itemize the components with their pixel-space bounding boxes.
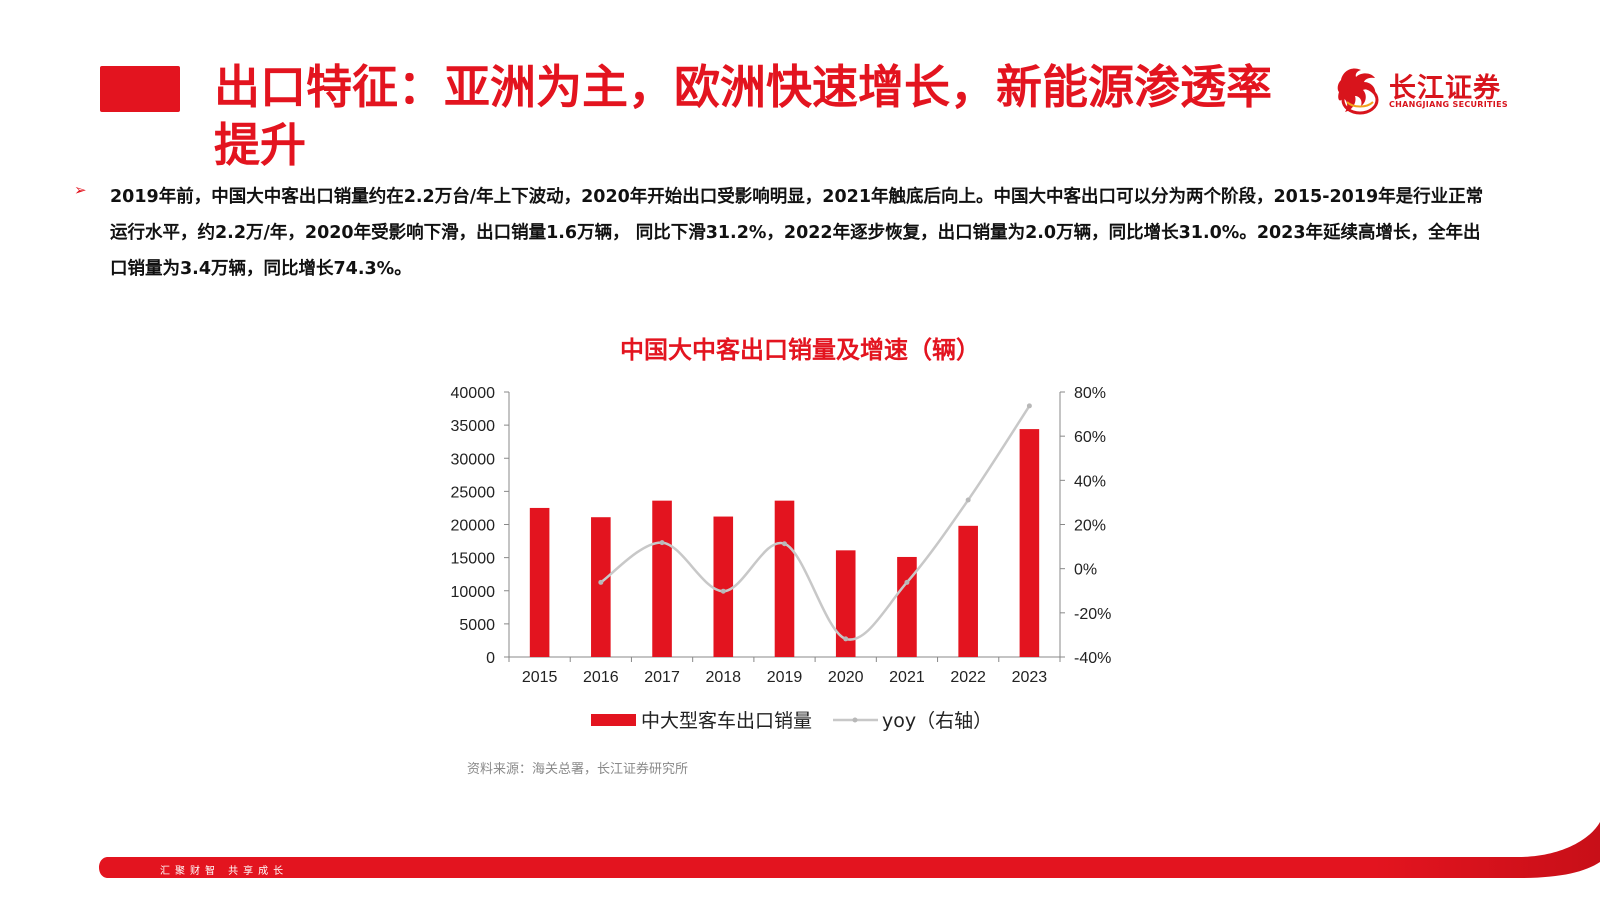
left-tick-label: 10000	[451, 584, 496, 601]
bar-2019	[774, 500, 795, 657]
left-tick-label: 35000	[451, 418, 496, 435]
bar-2021	[897, 556, 917, 657]
legend-bar-label: 中大型客车出口销量	[641, 710, 812, 732]
bullet-text: 2019年前，中国大中客出口销量约在2.2万台/年上下波动，2020年开始出口受…	[110, 187, 1484, 279]
left-tick-label: 30000	[451, 451, 496, 468]
right-tick-label: 0%	[1074, 562, 1097, 579]
legend-line-label: yoy（右轴）	[882, 710, 992, 732]
bullet-paragraph: ➢ 2019年前，中国大中客出口销量约在2.2万台/年上下波动，2020年开始出…	[74, 179, 1494, 287]
left-tick-label: 40000	[451, 385, 496, 402]
bar-2017	[652, 500, 672, 657]
right-tick-label: -40%	[1074, 650, 1111, 667]
bar-2020	[835, 550, 856, 657]
left-tick-label: 0	[486, 650, 495, 667]
left-tick-label: 5000	[459, 617, 495, 634]
yoy-point-2020	[843, 636, 849, 642]
right-tick-label: 80%	[1074, 385, 1106, 402]
yoy-point-2016	[598, 579, 604, 585]
x-tick-label: 2018	[705, 669, 741, 686]
yoy-point-2022	[965, 497, 971, 503]
left-tick-label: 20000	[451, 518, 496, 535]
yoy-point-2019	[782, 541, 787, 547]
chart-title: 中国大中客出口销量及增速（辆）	[620, 336, 980, 364]
bar-2016	[591, 517, 611, 657]
left-tick-label: 25000	[451, 484, 496, 501]
left-tick-label: 15000	[451, 551, 496, 568]
x-tick-label: 2020	[828, 669, 864, 686]
right-tick-label: 60%	[1074, 429, 1106, 446]
bar-2023	[1019, 429, 1040, 657]
x-tick-label: 2022	[950, 669, 986, 686]
source-note: 资料来源：海关总署，长江证券研究所	[467, 762, 689, 777]
bullet-arrow-icon: ➢	[74, 181, 87, 199]
logo-name-en: CHANGJIANG SECURITIES	[1389, 100, 1508, 109]
x-tick-label: 2019	[767, 669, 803, 686]
right-tick-label: 40%	[1074, 473, 1106, 490]
yoy-point-2017	[659, 540, 665, 546]
dragon-emblem-icon	[1337, 68, 1379, 115]
legend-bar-swatch	[591, 714, 636, 726]
x-tick-label: 2015	[522, 669, 558, 686]
yoy-point-2023	[1026, 403, 1032, 409]
page-title: 出口特征：亚洲为主，欧洲快速增长，新能源渗透率提升	[214, 60, 1272, 172]
bar-2018	[713, 516, 734, 657]
yoy-point-2018	[720, 588, 726, 594]
logo-name-cn: 长江证券	[1389, 73, 1501, 104]
legend-line-marker	[852, 717, 858, 723]
company-logo: 长江证券 CHANGJIANG SECURITIES	[1333, 62, 1523, 118]
x-tick-label: 2023	[1012, 669, 1048, 686]
x-tick-label: 2016	[583, 669, 619, 686]
bar-2022	[958, 525, 978, 657]
x-tick-label: 2021	[889, 669, 925, 686]
bar-2015	[529, 507, 550, 657]
yoy-line	[600, 405, 1031, 641]
yoy-point-2021	[904, 579, 910, 585]
right-tick-label: 20%	[1074, 518, 1106, 535]
footer-slogan: 汇聚财智 共享成长	[160, 866, 289, 877]
right-tick-label: -20%	[1074, 606, 1111, 623]
x-tick-label: 2017	[644, 669, 680, 686]
title-accent-block	[100, 66, 180, 112]
